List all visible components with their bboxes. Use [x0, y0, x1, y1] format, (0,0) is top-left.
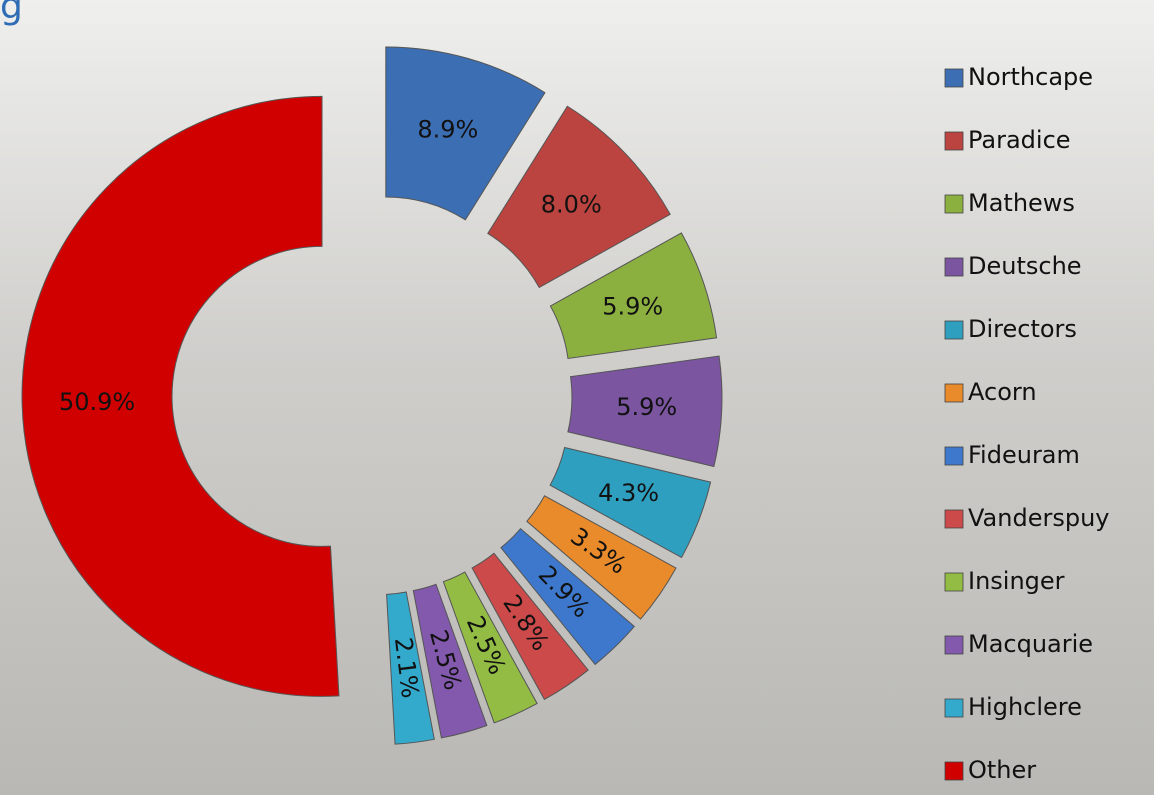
slice — [487, 105, 671, 289]
slice — [549, 232, 718, 359]
legend-swatch — [944, 68, 964, 88]
slice — [549, 446, 712, 559]
legend-label: Insinger — [968, 567, 1065, 595]
legend-swatch — [944, 761, 964, 781]
slice — [526, 495, 677, 620]
legend-label: Mathews — [968, 189, 1075, 217]
legend-swatch — [944, 194, 964, 214]
slice — [471, 552, 589, 701]
legend-swatch — [944, 698, 964, 718]
slice — [442, 571, 538, 724]
slice — [386, 591, 435, 745]
data-label: 50.9% — [59, 388, 135, 416]
legend-swatch — [944, 383, 964, 403]
legend-swatch — [944, 509, 964, 529]
slice — [385, 46, 546, 221]
data-label: 5.9% — [602, 293, 663, 321]
legend-label: Vanderspuy — [968, 504, 1110, 532]
legend-swatch — [944, 131, 964, 151]
legend-label: Macquarie — [968, 630, 1093, 658]
chart-title: g — [0, 0, 23, 27]
legend-label: Paradice — [968, 126, 1071, 154]
legend-label: Deutsche — [968, 252, 1082, 280]
legend-swatch — [944, 446, 964, 466]
legend-swatch — [944, 572, 964, 592]
donut: 8.9%8.0%5.9%5.9%4.3%3.3%2.9%2.8%2.5%2.5%… — [21, 46, 723, 745]
legend-swatch — [944, 635, 964, 655]
legend-label: Northcape — [968, 63, 1093, 91]
legend-label: Other — [968, 756, 1036, 784]
legend: Northcape Paradice Mathews Deutsche Director… — [944, 63, 1110, 784]
data-label: 8.0% — [541, 190, 602, 218]
data-label: 4.3% — [598, 479, 659, 507]
legend-label: Highclere — [968, 693, 1082, 721]
legend-label: Acorn — [968, 378, 1037, 406]
legend-swatch — [944, 320, 964, 340]
slice — [412, 583, 488, 739]
legend-label: Fideuram — [968, 441, 1080, 469]
data-label: 5.9% — [616, 393, 677, 421]
legend-swatch — [944, 257, 964, 277]
data-label: 8.9% — [417, 116, 478, 144]
slice — [567, 355, 723, 468]
slice — [21, 95, 340, 697]
slice — [500, 527, 636, 666]
legend-label: Directors — [968, 315, 1077, 343]
